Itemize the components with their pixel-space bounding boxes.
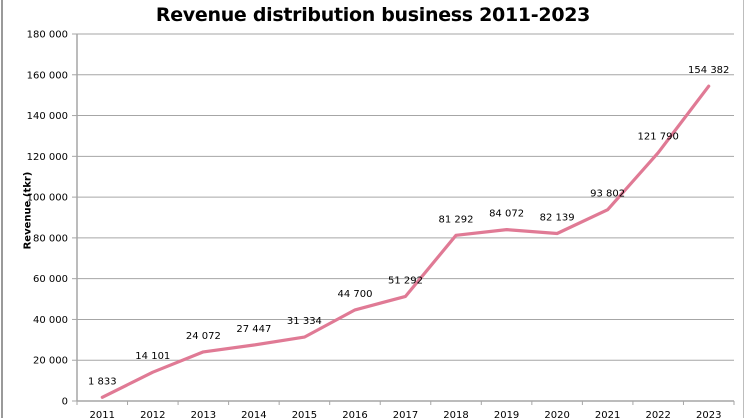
data-label: 31 334 bbox=[287, 316, 322, 327]
x-tick-label: 2022 bbox=[645, 410, 670, 419]
data-label: 84 072 bbox=[489, 209, 524, 220]
data-label: 154 382 bbox=[688, 65, 729, 76]
x-tick-label: 2017 bbox=[393, 410, 418, 419]
series-line-revenue bbox=[100, 84, 711, 399]
x-tick-label: 2013 bbox=[191, 410, 216, 419]
data-label: 81 292 bbox=[439, 214, 474, 225]
data-labels: 1 833 14 101 24 072 27 447 31 334 44 700 51 29… bbox=[88, 65, 729, 387]
axes bbox=[72, 33, 735, 405]
y-tick-label: 40 000 bbox=[33, 315, 68, 326]
data-label: 1 833 bbox=[88, 376, 117, 387]
x-tick-label: 2014 bbox=[241, 410, 266, 419]
y-tick-labels: 0 20 000 40 000 60 000 80 000 100 000 120 000 1… bbox=[27, 30, 68, 408]
data-label: 24 072 bbox=[186, 331, 221, 342]
y-tick-label: 160 000 bbox=[27, 70, 68, 81]
x-tick-label: 2021 bbox=[595, 410, 620, 419]
series-lines bbox=[100, 84, 711, 399]
x-tick-label: 2011 bbox=[90, 410, 115, 419]
x-tick-label: 2023 bbox=[696, 410, 721, 419]
y-tick-label: 80 000 bbox=[33, 233, 68, 244]
data-label: 93 802 bbox=[590, 189, 625, 200]
data-label: 121 790 bbox=[638, 132, 679, 143]
y-tick-label: 0 bbox=[62, 397, 68, 408]
y-tick-label: 20 000 bbox=[33, 356, 68, 367]
x-tick-labels: 2011 2012 2013 2014 2015 2016 2017 2018 2019 2020… bbox=[90, 410, 722, 419]
x-tick-label: 2016 bbox=[342, 410, 367, 419]
x-tick-label: 2018 bbox=[443, 410, 468, 419]
data-label: 27 447 bbox=[236, 324, 271, 335]
y-tick-label: 120 000 bbox=[27, 152, 68, 163]
data-label: 82 139 bbox=[540, 213, 575, 224]
data-label: 44 700 bbox=[337, 289, 372, 300]
data-label: 51 292 bbox=[388, 275, 423, 286]
y-tick-label: 140 000 bbox=[27, 111, 68, 122]
y-tick-label: 100 000 bbox=[27, 193, 68, 204]
gridlines bbox=[77, 33, 734, 361]
x-tick-label: 2020 bbox=[544, 410, 569, 419]
x-tick-label: 2019 bbox=[494, 410, 519, 419]
y-tick-label: 180 000 bbox=[27, 30, 68, 41]
x-tick-label: 2015 bbox=[292, 410, 317, 419]
chart-title: Revenue distribution business 2011-2023 bbox=[155, 4, 591, 26]
data-label: 14 101 bbox=[135, 351, 170, 362]
x-tick-label: 2012 bbox=[140, 410, 165, 419]
y-tick-label: 60 000 bbox=[33, 274, 68, 285]
